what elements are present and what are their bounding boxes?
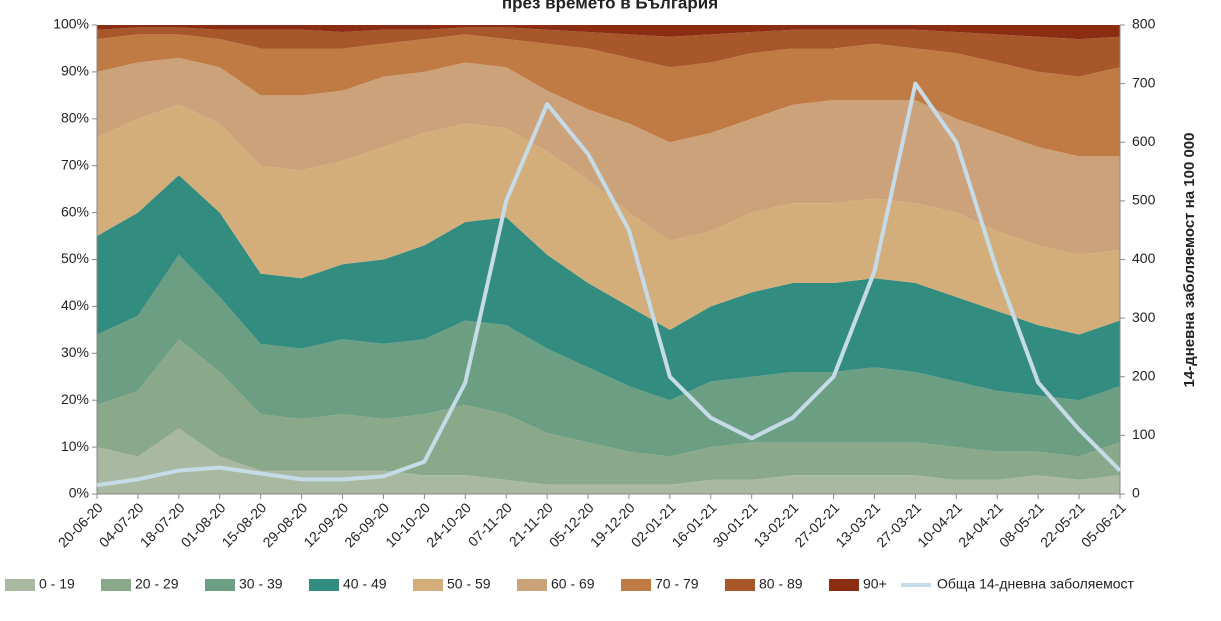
y-tick-label: 40% — [61, 297, 89, 313]
area — [97, 34, 1120, 157]
legend-label: 20 - 29 — [135, 576, 179, 592]
legend-label: 60 - 69 — [551, 576, 595, 592]
legend-label: 70 - 79 — [655, 576, 699, 592]
chart-title: през времето в България — [502, 0, 718, 12]
line — [96, 81, 1122, 488]
y-tick-label: 10% — [61, 438, 89, 454]
x-tick-label: 07-11-20 — [465, 499, 515, 549]
y2-tick-label: 800 — [1132, 16, 1156, 32]
y2-tick-label: 500 — [1132, 192, 1156, 208]
area — [97, 25, 1120, 40]
y2-tick-label: 400 — [1132, 250, 1156, 266]
area — [97, 339, 1120, 485]
area — [97, 175, 1120, 401]
legend-swatch — [5, 579, 35, 591]
y-tick-label: 0% — [69, 485, 89, 501]
legend-label: 80 - 89 — [759, 576, 803, 592]
legend-swatch — [517, 579, 547, 591]
legend-label: 40 - 49 — [343, 576, 387, 592]
legend-label: 30 - 39 — [239, 576, 283, 592]
y-tick-label: 90% — [61, 63, 89, 79]
area — [97, 104, 1120, 335]
legend-swatch — [413, 579, 443, 591]
y2-tick-label: 300 — [1132, 309, 1156, 325]
y-tick-label: 70% — [61, 156, 89, 172]
y-tick-label: 100% — [53, 16, 89, 32]
legend-label: 0 - 19 — [39, 576, 75, 592]
y-tick-label: 30% — [61, 344, 89, 360]
y2-tick-label: 0 — [1132, 485, 1140, 501]
legend-swatch — [205, 579, 235, 591]
y-tick-label: 50% — [61, 250, 89, 266]
x-tick-label: 24-10-20 — [423, 499, 474, 550]
y2-tick-label: 600 — [1132, 133, 1156, 149]
legend-swatch — [101, 579, 131, 591]
y2-tick-label: 200 — [1132, 367, 1156, 383]
area — [97, 254, 1120, 457]
legend-swatch — [309, 579, 339, 591]
y-tick-label: 80% — [61, 110, 89, 126]
legend-label: 50 - 59 — [447, 576, 491, 592]
y-tick-label: 20% — [61, 391, 89, 407]
area — [97, 57, 1120, 255]
y2-axis-label: 14-дневна заболяемост на 100 000 — [1181, 133, 1198, 388]
legend-swatch — [621, 579, 651, 591]
legend-label: 90+ — [863, 576, 887, 592]
y2-tick-label: 700 — [1132, 74, 1156, 90]
y2-tick-label: 100 — [1132, 426, 1156, 442]
area — [97, 27, 1120, 77]
legend-swatch — [829, 579, 859, 591]
x-tick-label: 05-06-21 — [1078, 499, 1129, 550]
legend-swatch — [725, 579, 755, 591]
legend-label: Обща 14-дневна заболяемост — [937, 576, 1135, 592]
y-tick-label: 60% — [61, 203, 89, 219]
